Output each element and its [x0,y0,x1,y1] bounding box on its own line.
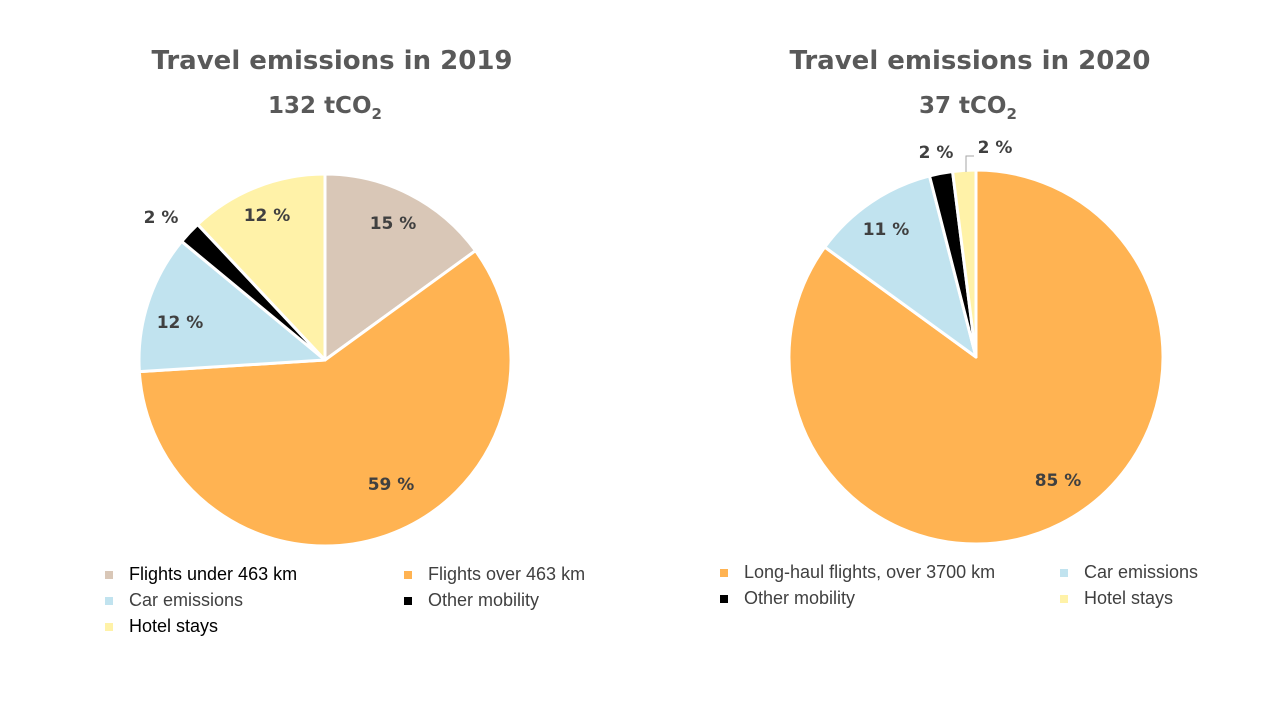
pie-2020-legend-label: Long-haul flights, over 3700 km [744,562,996,582]
pie-2020-legend-item: Car emissions [1060,562,1198,583]
pie-2019-legend-swatch [105,596,113,605]
chart-2019-total-subscript: 2 [371,105,382,123]
pie-2020-data-label: 2 % [919,143,954,163]
pie-2019-slice-hotel-stays [196,172,327,362]
pie-2019-legend-label: Car emissions [129,590,244,610]
pie-2020-legend-label: Other mobility [744,588,856,608]
pie-2019-data-label: 2 % [144,208,179,228]
pie-2019-legend-item: Flights over 463 km [404,564,585,585]
pie-2020-slice-hotel-stays [951,168,978,359]
pie-2020-data-label: 85 % [1035,471,1082,491]
pie-2020-legend-swatch [720,568,728,577]
pie-2020-legend-label: Hotel stays [1084,588,1174,608]
pie-2019-legend-item: Flights under 463 km [105,564,297,585]
chart-2019-total: 132 tCO2 [175,93,475,123]
pie-2019-legend-label: Other mobility [428,590,540,610]
chart-2020-total-subscript: 2 [1006,105,1017,123]
pie-2020-legend-swatch [1060,568,1068,577]
pie-2020-legend-item: Long-haul flights, over 3700 km [720,562,995,583]
chart-2020-title: Travel emissions in 2020 [789,46,1151,76]
pie-2019-legend-swatch [105,622,113,631]
chart-2020-total: 37 tCO2 [818,93,1118,123]
pie-2019-legend-item: Other mobility [404,590,539,611]
pie-2020-legend-label: Car emissions [1084,562,1199,582]
pie-2019-data-label: 59 % [368,475,415,495]
pie-2020-leader-line [965,155,974,172]
pie-2019-legend-item: Hotel stays [105,616,218,637]
pie-2020-legend-swatch [720,594,728,603]
pie-2019-data-label: 12 % [244,206,291,226]
pie-2019-data-label: 15 % [370,214,417,234]
chart-2019-title: Travel emissions in 2019 [151,46,513,76]
pie-2019-slice-car-emissions [137,239,327,374]
pie-2020-data-label: 11 % [863,220,910,240]
pie-2020-legend-swatch [1060,594,1068,603]
pie-2019-legend-item: Car emissions [105,590,243,611]
pie-2019-legend-label: Flights over 463 km [428,564,586,584]
pie-2019-legend-swatch [404,596,412,605]
pie-2019-data-label: 12 % [157,313,204,333]
chart-2020-total-value: 37 tCO [919,93,1007,119]
pie-2019-legend-swatch [105,570,113,579]
pie-2020-data-label: 2 % [978,138,1013,158]
pie-2019-legend-swatch [404,570,412,579]
pie-2020-legend-item: Other mobility [720,588,855,609]
pie-2019-slice-flights-over-463-km [137,249,513,548]
pie-2019-legend-label: Flights under 463 km [129,564,298,584]
pie-2019-slice-flights-under-463-km [323,172,477,362]
pie-2020-slice-car-emissions [823,174,978,359]
pie-2020-legend-item: Hotel stays [1060,588,1173,609]
chart-2019-total-value: 132 tCO [268,93,372,119]
pie-2019-legend-label: Hotel stays [129,616,219,636]
